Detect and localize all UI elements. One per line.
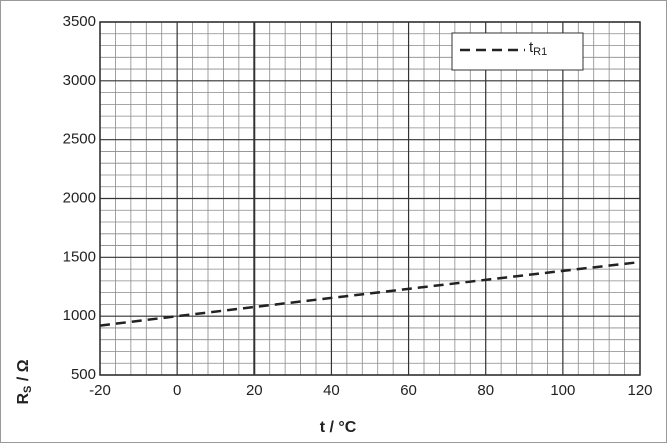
y-tick-label: 3000 [63, 72, 96, 89]
y-tick-label: 2500 [63, 131, 96, 148]
x-tick-label: 40 [323, 382, 340, 399]
x-tick-label: 0 [173, 382, 181, 399]
y-tick-label: 500 [71, 366, 96, 383]
y-axis-label: RS / Ω [15, 359, 34, 404]
x-tick-label: -20 [89, 382, 111, 399]
x-tick-label: 120 [627, 382, 652, 399]
x-tick-label: 20 [246, 382, 263, 399]
plot-border [99, 21, 641, 376]
x-axis-label: t / °C [320, 419, 357, 436]
y-tick-label: 1500 [63, 248, 96, 265]
x-tick-label: 60 [400, 382, 417, 399]
legend-box [451, 32, 584, 71]
y-tick-label: 3500 [63, 13, 96, 30]
x-tick-label: 100 [550, 382, 575, 399]
data-line [99, 260, 641, 327]
x-tick-label: 80 [477, 382, 494, 399]
y-tick-label: 1000 [63, 307, 96, 324]
y-tick-label: 2000 [63, 189, 96, 206]
legend-label: tR1 [529, 39, 547, 58]
